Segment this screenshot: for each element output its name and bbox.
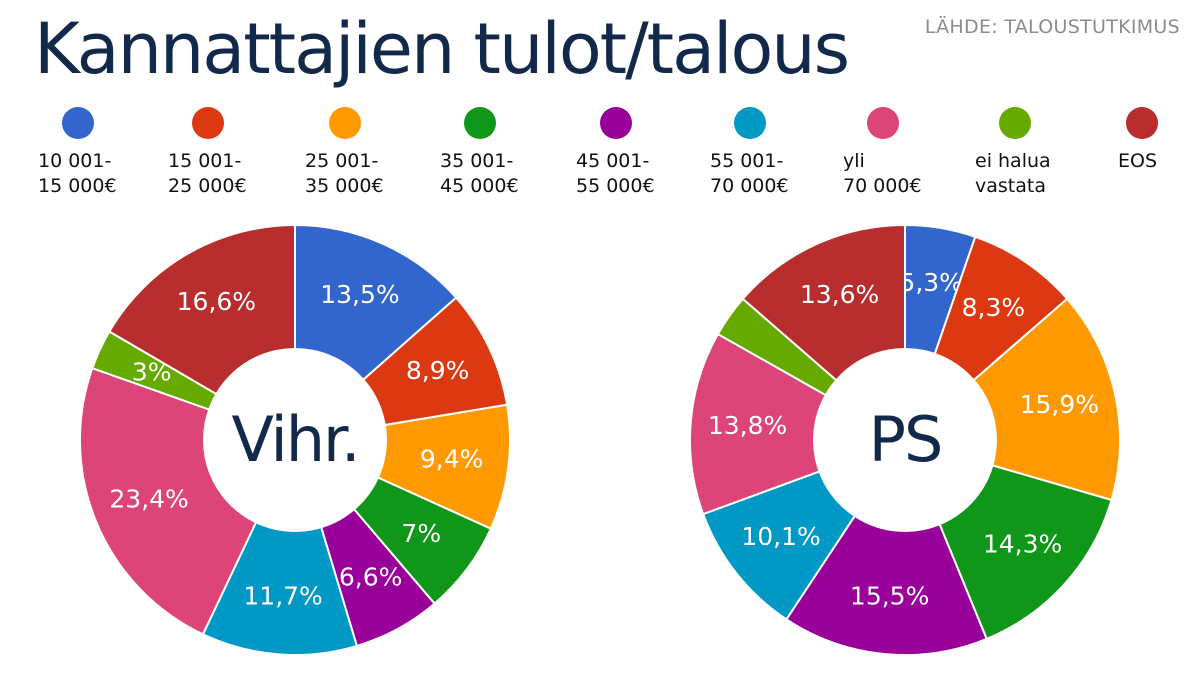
legend-label: 10 001- 15 000€ — [38, 150, 117, 197]
slice-label: 14,3% — [983, 530, 1062, 559]
slice-label: 13,5% — [320, 280, 399, 309]
legend-label: 15 001- 25 000€ — [168, 150, 247, 197]
legend-label: EOS — [1118, 150, 1158, 172]
legend-swatch — [192, 107, 224, 139]
slice-label: 9,4% — [420, 445, 484, 474]
pie-slice — [689, 332, 908, 516]
slice-label: 10,1% — [741, 522, 820, 551]
donut-chart: 5,3%8,3% 15,9% 14,3% 15,5% 10,1% 13,8% 13,6% PS — [689, 223, 1121, 656]
slice-label: 8,3% — [962, 293, 1026, 322]
slice-label: 13,6% — [800, 280, 879, 309]
pie-slice — [785, 437, 988, 656]
slice-label: 7% — [401, 519, 441, 548]
slice-label: 8,9% — [406, 356, 470, 385]
slice-label: 5,3% — [899, 268, 963, 297]
slice-label: 23,4% — [109, 485, 188, 514]
pie-slice — [201, 437, 359, 656]
chart-center-title: PS — [869, 403, 942, 476]
legend-swatch — [867, 107, 899, 139]
legend-label: 45 001- 55 000€ — [576, 150, 655, 197]
legend-label: ei halua vastata — [975, 150, 1051, 197]
legend-swatch — [600, 107, 632, 139]
legend-label: 55 001- 70 000€ — [710, 150, 789, 197]
slice-label: 6,6% — [339, 563, 403, 592]
donut-chart: 13,5%8,9%9,4%7%6,6%11,7%23,4%3%16,6%Vihr… — [79, 223, 511, 656]
donut-hole — [813, 348, 997, 532]
source-label: LÄHDE: TALOUSTUTKIMUS — [924, 16, 1180, 38]
legend-swatch — [1126, 107, 1158, 139]
legend-label: 25 001- 35 000€ — [305, 150, 384, 197]
slice-label: 16,6% — [177, 287, 256, 316]
legend-label: yli 70 000€ — [843, 150, 922, 197]
legend-swatch — [62, 107, 94, 139]
legend-swatch — [464, 107, 496, 139]
slice-label: 15,5% — [850, 581, 929, 610]
legend: 10 001- 15 000€ 15 001- 25 000€ 25 001- 35… — [0, 0, 1198, 220]
donut-hole — [203, 348, 387, 532]
legend-swatch — [999, 107, 1031, 139]
slice-label: 13,8% — [708, 411, 787, 440]
page-title: Kannattajien tulot/talous — [34, 8, 850, 90]
legend-swatch — [734, 107, 766, 139]
legend-label: 35 001- 45 000€ — [440, 150, 519, 197]
legend-swatch — [329, 107, 361, 139]
slice-label: 11,7% — [243, 582, 322, 611]
chart-center-title: Vihr. — [231, 403, 358, 476]
slice-label: 15,9% — [1020, 390, 1099, 419]
